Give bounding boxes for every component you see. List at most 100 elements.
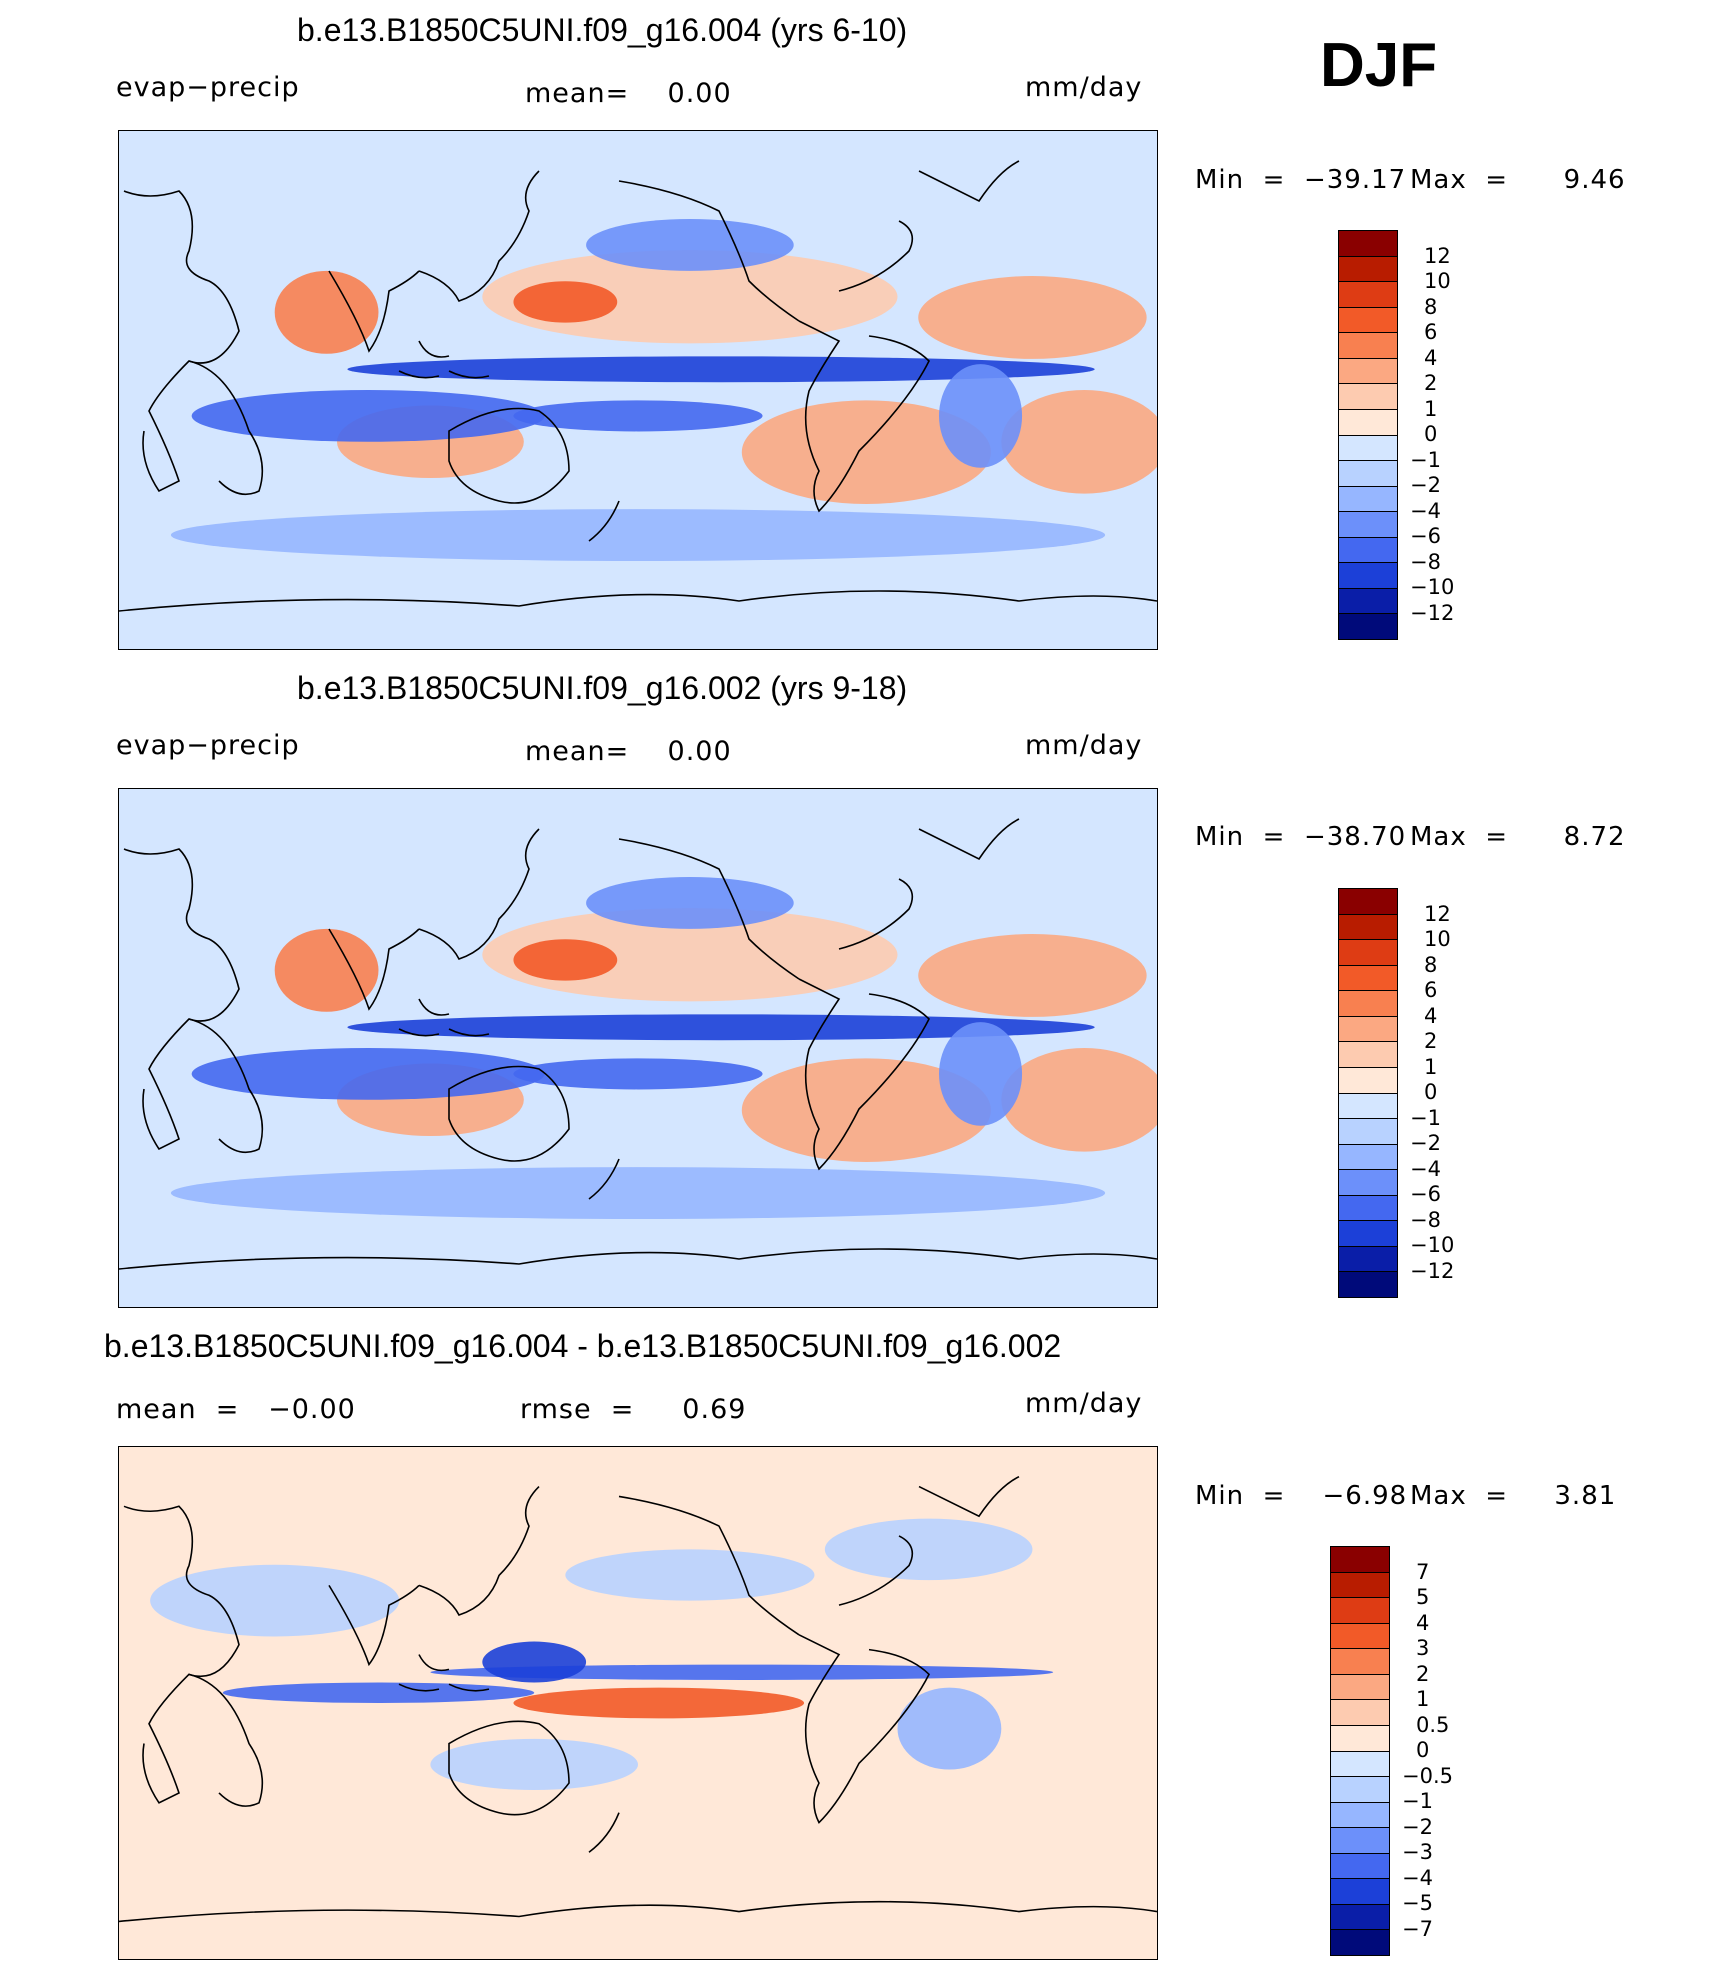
panel2-max-label: Max = 8.72 [1410,822,1626,852]
colorbar-swatch-13 [1331,1878,1389,1904]
coastline-9 [838,818,1020,950]
colorbar-swatch-12 [1331,1852,1389,1879]
panel3-title: b.e13.B1850C5UNI.f09_g16.004 - b.e13.B18… [104,1328,1062,1364]
map-field [119,1447,1157,1959]
colorbar-tick-label: 7 [1416,1559,1430,1584]
colorbar-swatch-8 [1339,434,1397,461]
south-america-rain [939,364,1023,468]
colorbar-tick-label: 2 [1416,1661,1430,1686]
coastline-9 [838,1475,1020,1606]
coastline-5 [398,1654,490,1692]
spcz-band [513,400,763,432]
colorbar-swatch-7 [1331,1724,1389,1751]
colorbar-tick-label: −8 [1410,549,1441,574]
colorbar-tick-label: 5 [1416,1585,1430,1609]
panel3-max-label: Max = 3.81 [1410,1481,1617,1511]
map-field [119,131,1157,649]
colorbar-tick-label: −6 [1410,524,1441,548]
colorbar-swatch-2 [1339,281,1397,307]
colorbar-swatch-0 [1339,889,1397,914]
coastline-6 [588,1158,620,1200]
colorbar-swatch-7 [1339,1066,1397,1093]
colorbar-swatch-9 [1339,460,1397,486]
eurasia-diff [150,1564,400,1637]
indian-ocean-rain-band [191,1048,545,1100]
colorbar-swatch-0 [1331,1547,1389,1572]
colorbar-tick-label: −4 [1402,1865,1433,1890]
colorbar-swatch-15 [1331,1929,1389,1955]
colorbar-swatch-9 [1331,1776,1389,1802]
colorbar-tick-label: −0.5 [1402,1763,1453,1788]
indian-ocean-diff-negative [222,1682,535,1703]
colorbar-tick-label: −4 [1410,498,1441,523]
panel1-mean-label: mean= 0.00 [525,78,732,109]
coastline-7 [618,180,800,322]
coastline-0 [123,1505,240,1804]
colorbar-tick-label: −2 [1402,1814,1433,1839]
itcz-diff-negative [430,1664,1054,1680]
colorbar-tick-label: 0 [1416,1738,1430,1762]
colorbar-tick-label: 1 [1416,1687,1430,1711]
colorbar-swatch-5 [1339,357,1397,384]
panel1-title: b.e13.B1850C5UNI.f09_g16.004 (yrs 6-10) [297,12,908,48]
colorbar-swatch-11 [1339,1169,1397,1195]
panel1-map [118,130,1158,650]
coastline-9 [838,160,1020,292]
colorbar-swatch-6 [1331,1699,1389,1725]
colorbar-swatch-0 [1339,231,1397,256]
coastline-3 [418,1485,540,1616]
colorbar-tick-label: 0.5 [1416,1712,1450,1737]
north-atlantic-evap-zone [918,276,1147,359]
coastline-1 [188,1673,264,1807]
coastline-2 [328,270,420,353]
coastline-2 [328,928,420,1011]
colorbar-swatch-5 [1331,1673,1389,1700]
colorbar-tick-label: 2 [1424,371,1438,395]
panel2-mean-label: mean= 0.00 [525,736,732,767]
colorbar-swatch-12 [1339,536,1397,563]
colorbar-tick-label: 0 [1424,422,1438,446]
colorbar-box [1338,888,1398,1298]
colorbar-box [1330,1546,1390,1956]
colorbar-tick-label: 4 [1416,1610,1430,1635]
colorbar-swatch-10 [1331,1801,1389,1828]
colorbar-tick-label: −2 [1410,1131,1441,1155]
colorbar-tick-label: −12 [1410,1258,1455,1283]
coastline-10 [119,1900,1157,1923]
panel3-mean-label: mean = −0.00 [116,1394,356,1425]
south-america-rain [939,1022,1023,1126]
colorbar-tick-label: 6 [1424,320,1438,344]
colorbar-tick-label: 8 [1424,294,1438,319]
colorbar-swatch-14 [1331,1903,1389,1930]
colorbar-swatch-2 [1339,939,1397,965]
colorbar-swatch-6 [1339,383,1397,409]
colorbar-swatch-5 [1339,1015,1397,1042]
coastlines [119,818,1157,1270]
colorbar-tick-label: −1 [1410,1105,1441,1130]
panel1-colorbar: 12 10 8 6 4 2 1 0 −1 −2 −4 −6 −8 −10 −12 [1338,230,1538,640]
panel1-min-label: Min = −39.17 [1195,165,1407,195]
colorbar-swatch-1 [1331,1571,1389,1598]
colorbar-swatch-3 [1339,306,1397,333]
colorbar-tick-label: −8 [1410,1207,1441,1232]
itcz-band [347,1014,1095,1041]
colorbar-tick-label: 0 [1424,1080,1438,1104]
southern-ocean-band [170,509,1106,561]
colorbar-tick-label: 10 [1424,927,1451,951]
coastline-0 [123,848,240,1151]
colorbar-tick-label: −2 [1410,473,1441,497]
colorbar-tick-label: −1 [1410,447,1441,472]
colorbar-tick-label: 3 [1416,1636,1430,1660]
south-indian-diff [430,1738,638,1791]
panel2-title: b.e13.B1850C5UNI.f09_g16.002 (yrs 9-18) [297,670,908,706]
colorbar-tick-label: −5 [1402,1891,1433,1915]
south-pacific-evap-zone [741,400,991,504]
colorbar-swatch-12 [1339,1194,1397,1221]
coastline-2 [328,1584,420,1667]
colorbar-tick-label: 1 [1424,1054,1438,1079]
colorbar-swatch-11 [1339,511,1397,537]
panel1-max-label: Max = 9.46 [1410,165,1626,195]
colorbar-swatch-10 [1339,1143,1397,1170]
coastline-3 [418,828,540,960]
north-pacific-diff [565,1549,815,1601]
